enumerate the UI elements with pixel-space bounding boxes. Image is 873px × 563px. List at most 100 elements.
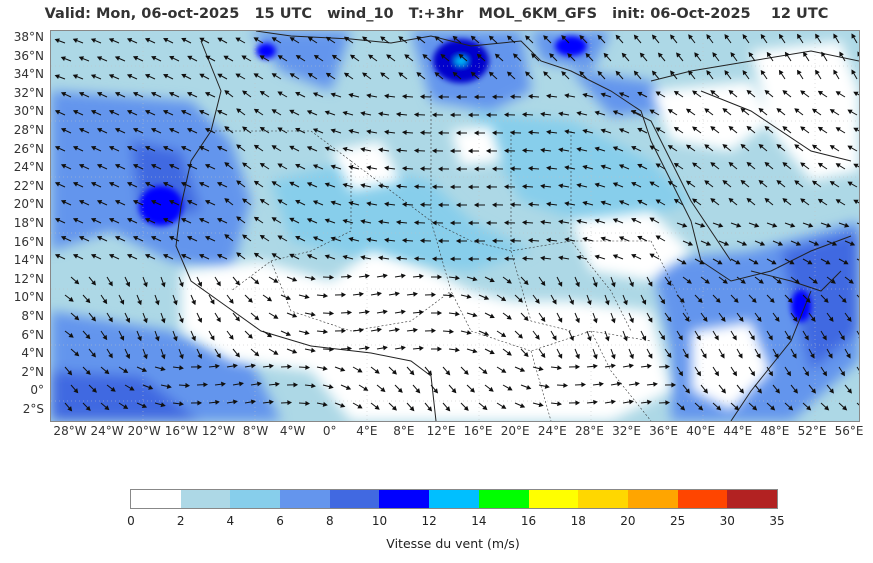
wind-arrow-head [216,254,223,259]
wind-arrow-head [197,353,203,359]
wind-arrow-head [540,219,545,225]
wind-arrow-head [235,352,240,358]
wind-arrow-head [500,296,507,302]
wind-arrow-head [637,199,643,205]
wind-arrow-head [409,370,415,376]
latitude-label: 18°N [13,216,44,230]
wind-arrow-head [357,403,363,409]
wind-arrow-head [160,402,166,408]
wind-arrow-head [655,235,661,240]
wind-arrow-head [73,388,79,394]
map-title: Valid: Mon, 06-oct-2025 15 UTC wind_10 T… [44,6,829,22]
wind-arrow-head [811,388,816,394]
wind-arrow-head [576,254,582,260]
wind-arrow-head [419,345,424,351]
wind-arrow-head [386,54,392,60]
wind-arrow-head [416,36,422,41]
wind-arrow-head [378,255,384,261]
wind-arrow-head [266,332,273,338]
wind-arrow-head [670,70,675,76]
wind-arrow-head [384,237,389,243]
wind-arrow-head [360,111,366,117]
wind-arrow-head [733,297,739,303]
wind-arrow-head [271,109,277,114]
wind-arrow-head [851,69,856,75]
wind-arrow-head [847,181,853,187]
wind-arrow-head [527,93,533,99]
wind-arrow-head [593,399,598,405]
wind-arrow-head [841,297,847,303]
wind-arrow-head [129,386,135,391]
wind-arrow-head [348,164,354,170]
wind-arrow-head [503,220,509,226]
wind-arrow-head [400,309,406,315]
wind-arrow-head [150,200,157,205]
wind-arrow-head [253,144,260,150]
wind-arrow-head [431,148,437,154]
wind-arrow-head [72,38,78,43]
wind-arrow-head [224,198,230,204]
wind-arrow-head [829,145,835,150]
wind-arrow-head [546,165,552,171]
wind-arrow-head [241,55,247,60]
wind-arrow-head [724,34,730,40]
wind-arrow-head [753,259,759,265]
wind-arrow-head [612,254,618,259]
wind-arrow-head [256,381,262,387]
wind-arrow-head [615,70,621,76]
wind-arrow-head [253,252,260,258]
wind-arrow-head [557,353,563,359]
wind-arrow-head [172,300,178,306]
wind-arrow-head [329,346,335,352]
wind-arrow-head [467,256,473,262]
wind-arrow-head [397,387,403,393]
wind-arrow-head [666,316,672,322]
wind-arrow-head [764,125,770,131]
wind-arrow-head [277,163,283,168]
wind-arrow-head [431,112,437,118]
wind-arrow-head [598,381,604,387]
wind-arrow-head [723,241,730,246]
wind-arrow-head [673,198,679,204]
wind-arrow-head [527,237,533,243]
colorbar [130,489,778,509]
wind-arrow-head [847,388,852,394]
wind-arrow-head [285,331,292,336]
wind-arrow-head [558,183,564,189]
wind-arrow-head [582,236,588,242]
wind-arrow-head [431,292,437,298]
wind-arrow-head [160,282,166,288]
wind-arrow-head [108,281,113,287]
wind-arrow-head [660,299,666,305]
wind-arrow-head [742,34,748,40]
wind-arrow-head [78,128,85,133]
wind-arrow-head [382,345,388,351]
wind-arrow-head [253,37,259,42]
wind-arrow-head [204,200,211,205]
wind-arrow-head [132,128,139,133]
wind-arrow-head [665,364,671,370]
wind-arrow-head [488,71,494,77]
wind-arrow-head [756,353,761,359]
wind-arrow-head [330,200,336,206]
wind-arrow-head [670,34,675,40]
wind-arrow-head [232,363,238,369]
wind-arrow-head [467,148,473,154]
wind-arrow-head [151,55,157,61]
latitude-label: 28°N [13,123,44,137]
wind-arrow-head [259,198,265,204]
wind-arrow-head [268,363,274,369]
wind-arrow-head [247,333,253,339]
wind-arrow-head [494,53,500,59]
wind-arrow-head [815,69,820,75]
wind-arrow-head [191,335,196,342]
wind-arrow-head [72,110,79,115]
wind-arrow-head [720,353,725,359]
wind-arrow-head [794,144,800,150]
wind-arrow-head [306,218,313,223]
wind-arrow-head [72,146,79,151]
latitude-label: 14°N [13,253,44,268]
wind-arrow-head [236,252,242,258]
wind-arrow-head [810,316,816,322]
wind-arrow-head [564,165,570,171]
